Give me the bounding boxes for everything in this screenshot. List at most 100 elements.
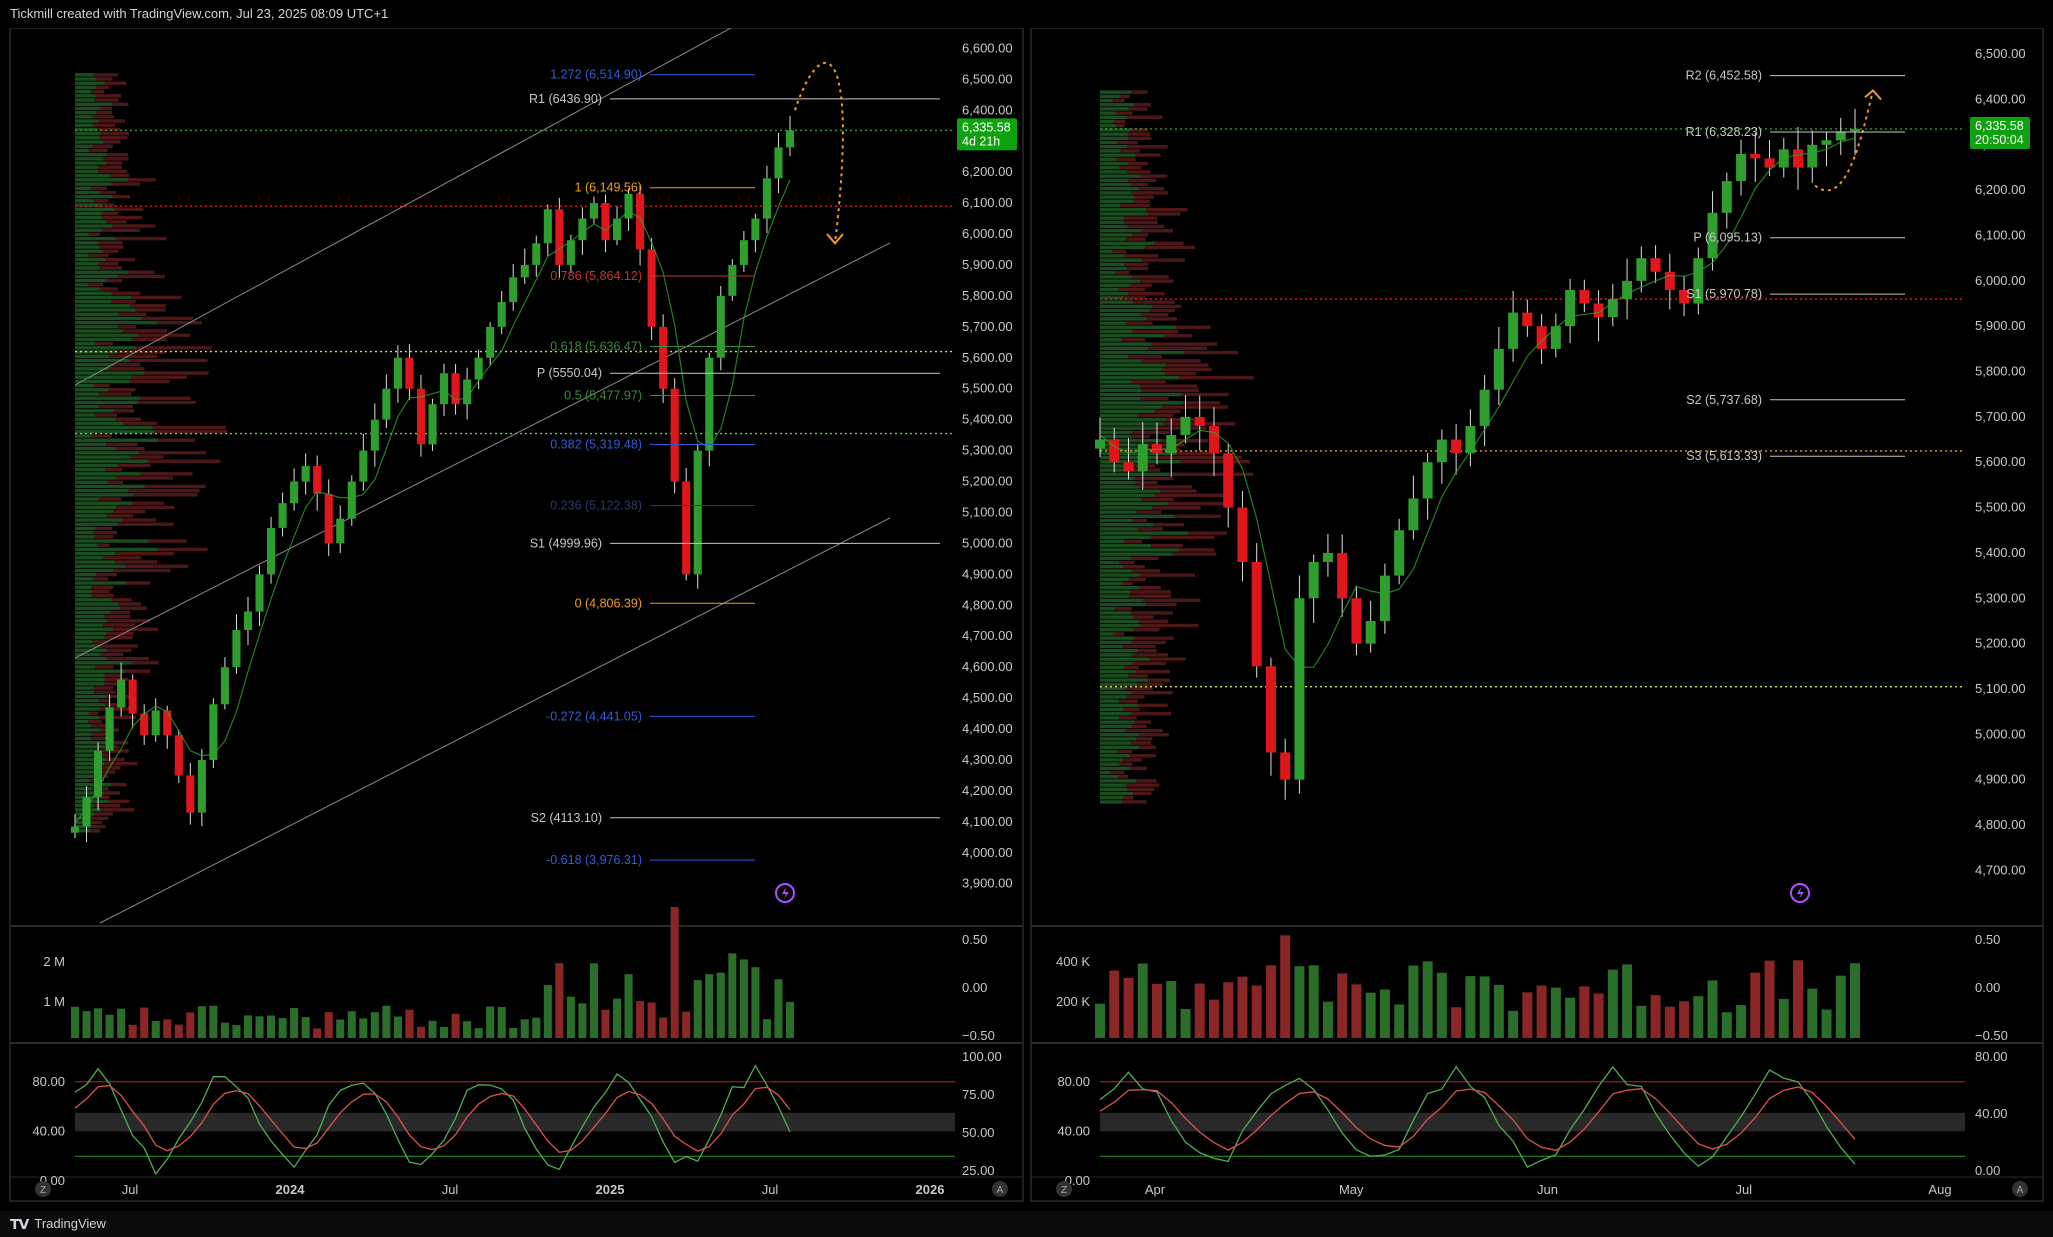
projection-arrowhead xyxy=(826,233,844,245)
candle-body xyxy=(382,388,391,420)
profile-bar-up xyxy=(1100,703,1138,708)
profile-bar-up xyxy=(75,438,158,442)
candle-body xyxy=(393,357,402,389)
profile-bar-up xyxy=(75,522,118,526)
profile-bar-up xyxy=(75,543,98,547)
profile-bar-down xyxy=(1130,741,1152,745)
profile-bar-up xyxy=(1100,292,1129,296)
profile-bar-down xyxy=(121,518,157,522)
candle-body xyxy=(163,710,172,736)
profile-bar-down xyxy=(90,724,115,728)
volume-bar xyxy=(1679,1001,1690,1038)
profile-bar-down xyxy=(1128,136,1152,141)
candle-body xyxy=(336,518,345,544)
profile-bar-down xyxy=(88,232,100,237)
candle-body xyxy=(486,326,495,358)
volume-bar xyxy=(1607,969,1618,1038)
profile-bar-up xyxy=(75,451,139,455)
candle-body xyxy=(1109,439,1120,463)
price-tick-label: 6,400.00 xyxy=(962,102,1013,117)
profile-bar-down xyxy=(115,560,158,564)
profile-bar-down xyxy=(1123,565,1145,569)
level-label: S1 (5,970.78) xyxy=(1686,287,1762,301)
profile-bar-up xyxy=(75,413,96,417)
time-axis: Apr May Jun Jul Aug Z A xyxy=(1056,1181,2028,1197)
profile-bar-down xyxy=(88,719,102,724)
profile-bar-down xyxy=(1112,98,1125,103)
profile-bar-down xyxy=(152,425,226,430)
profile-bar-down xyxy=(140,472,193,476)
price-tick-label: 5,300.00 xyxy=(1975,590,2026,605)
volume-bar xyxy=(497,1006,506,1038)
volume-bar xyxy=(1422,961,1433,1038)
profile-bar-down xyxy=(1139,745,1156,750)
time-axis: Jul 2024 Jul 2025 Jul 2026 Z A xyxy=(35,1181,1008,1197)
price-tick-label: 6,000.00 xyxy=(962,226,1013,241)
profile-bar-up xyxy=(75,81,105,85)
profile-bar-up xyxy=(1100,254,1125,258)
profile-bar-down xyxy=(105,467,122,472)
profile-bar-up xyxy=(1100,493,1155,498)
profile-bar-up xyxy=(1100,275,1132,279)
profile-bar-down xyxy=(1150,535,1214,540)
profile-bar-down xyxy=(1139,586,1161,590)
volume-bar xyxy=(1565,997,1576,1038)
volume-bar xyxy=(1194,983,1205,1038)
candle-body xyxy=(1322,552,1333,562)
profile-bar-down xyxy=(1130,590,1172,594)
profile-bar-down xyxy=(1139,733,1169,737)
profile-bar-down xyxy=(113,409,135,413)
profile-bar-up xyxy=(75,312,119,316)
candle-body xyxy=(451,373,460,405)
profile-bar-up xyxy=(75,203,103,207)
oscillator-left-label: 80.00 xyxy=(1057,1074,1090,1089)
profile-bar-down xyxy=(112,194,130,199)
volume-bar xyxy=(232,1025,241,1038)
volume-bar xyxy=(1351,984,1362,1038)
profile-bar-up xyxy=(75,463,119,468)
profile-bar-down xyxy=(1133,791,1152,796)
channel-upper-line xyxy=(74,28,732,386)
profile-bar-down xyxy=(1154,241,1184,246)
profile-bar-up xyxy=(75,577,94,581)
profile-bar-up xyxy=(75,274,119,279)
profile-bar-down xyxy=(114,551,174,556)
profile-bar-down xyxy=(127,488,200,493)
profile-bar-up xyxy=(1100,350,1185,355)
profile-bar-down xyxy=(1127,266,1149,271)
profile-bar-down xyxy=(117,522,174,526)
profile-bar-down xyxy=(129,455,164,459)
lightning-icon xyxy=(775,883,795,903)
profile-bar-up xyxy=(75,459,148,463)
profile-bar-down xyxy=(128,178,156,182)
profile-bar-up xyxy=(75,337,132,342)
profile-bar-up xyxy=(75,745,105,749)
candle-body xyxy=(1365,620,1376,644)
profile-bar-down xyxy=(111,598,132,602)
oscillator-right-label: 40.00 xyxy=(1975,1106,2008,1121)
profile-bar-up xyxy=(1100,283,1131,288)
profile-bar-down xyxy=(109,367,145,371)
profile-bar-up xyxy=(75,409,114,413)
level-label: S3 (5,613.33) xyxy=(1686,449,1762,463)
profile-bar-down xyxy=(1151,342,1218,346)
profile-bar-up xyxy=(75,518,122,522)
profile-bar-down xyxy=(118,463,151,468)
candle-body xyxy=(1379,575,1390,621)
profile-bar-down xyxy=(1123,296,1146,300)
level-label: S1 (4999.96) xyxy=(530,536,602,550)
profile-bar-up xyxy=(75,98,95,102)
profile-bar-up xyxy=(1100,686,1126,691)
stoch-k-line xyxy=(74,1064,791,1176)
profile-bar-down xyxy=(1136,779,1157,783)
profile-bar-up xyxy=(1100,766,1130,771)
profile-bar-up xyxy=(1100,161,1129,166)
profile-bar-down xyxy=(1128,107,1148,111)
profile-bar-down xyxy=(1140,397,1169,401)
volume-bar xyxy=(1379,989,1390,1038)
profile-bar-down xyxy=(1151,544,1183,548)
candle-body xyxy=(105,707,114,751)
profile-bar-down xyxy=(106,648,132,652)
candle-body xyxy=(1251,561,1262,667)
volume-bar xyxy=(1807,988,1818,1038)
